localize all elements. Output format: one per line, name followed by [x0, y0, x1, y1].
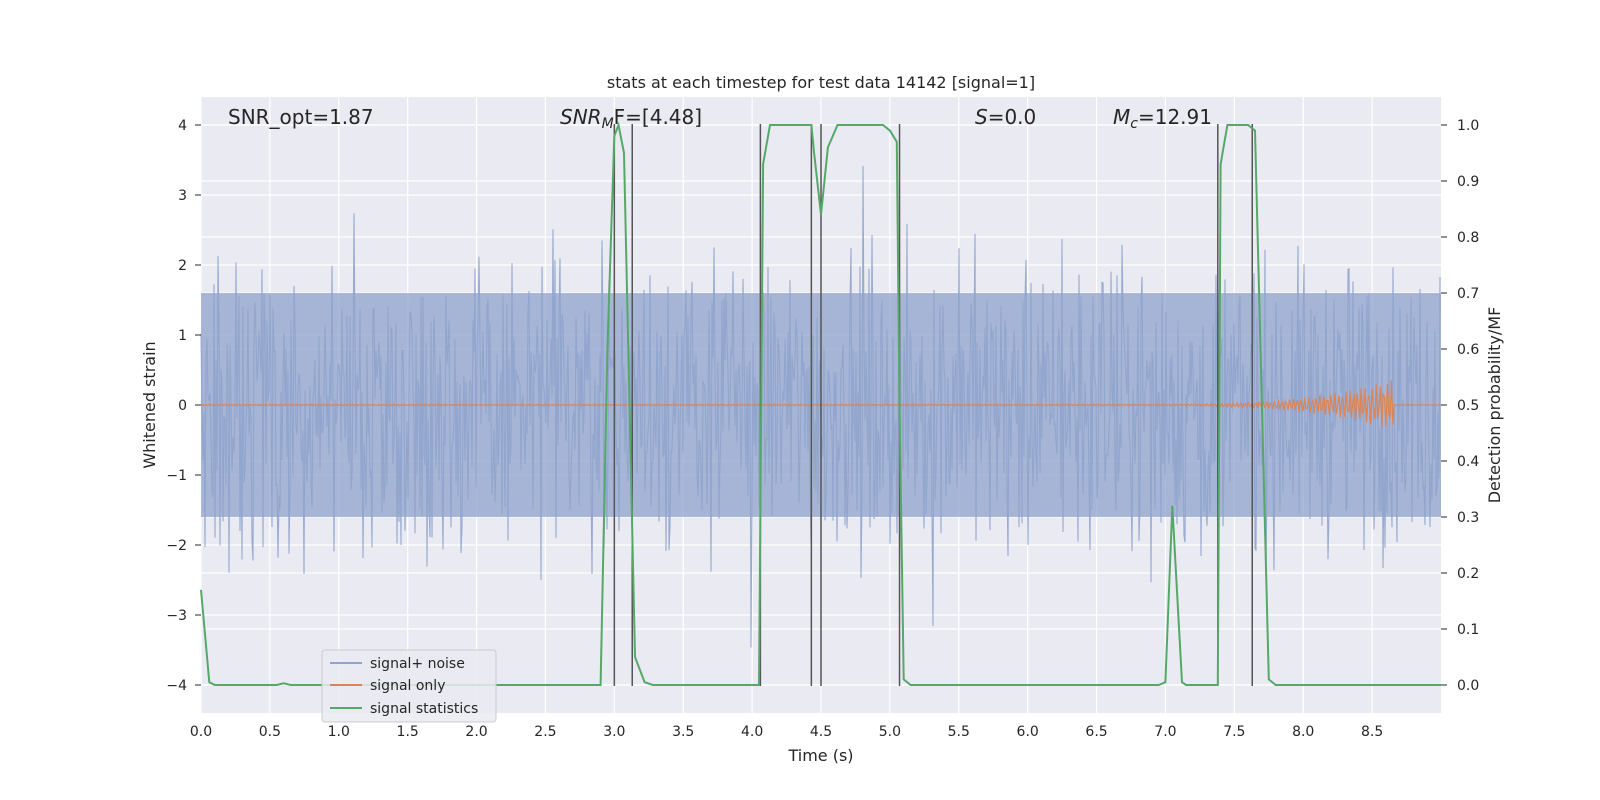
x-tick-label: 1.0: [328, 724, 350, 740]
x-tick-label: 3.5: [672, 724, 694, 740]
y-right-tick-label: 1.0: [1457, 118, 1479, 134]
x-tick-label: 8.5: [1361, 724, 1383, 740]
signal-statistics-series: [200, 121, 1441, 686]
legend-box: [321, 649, 497, 723]
vertical-markers: [613, 124, 1253, 686]
legend-label-noise: signal+ noise: [370, 656, 465, 672]
x-tick-label: 5.0: [879, 724, 901, 740]
y-left-tick-label: −4: [166, 678, 187, 694]
y-right-tick-label: 0.7: [1457, 286, 1479, 302]
y-right-tick-label: 0.1: [1457, 622, 1479, 638]
x-tick-label: 4.0: [741, 724, 763, 740]
x-tick-label: 7.0: [1154, 724, 1176, 740]
x-tick-label: 6.5: [1085, 724, 1107, 740]
y-left-tick-label: 3: [178, 188, 187, 204]
y-right-tick-label: 0.8: [1457, 230, 1479, 246]
x-tick-label: 3.0: [603, 724, 625, 740]
annotation-snr-opt: SNR_opt=1.87: [228, 105, 374, 129]
y-left-tick-label: −1: [166, 468, 187, 484]
axis-ticks: 0.0 0.5 1.0 1.5 2.0 2.5 3.0 3.5 4.0 4.5 5.0 5.5 6.0 6…: [166, 118, 1479, 740]
y-right-tick-label: 0.5: [1457, 398, 1479, 414]
y-left-tick-label: −2: [166, 538, 187, 554]
y-left-tick-label: 2: [178, 258, 187, 274]
annotation-mc: Mc=12.91: [1113, 105, 1212, 132]
x-tick-label: 2.5: [534, 724, 556, 740]
y-left-tick-label: 4: [178, 118, 187, 134]
legend-label-signal: signal only: [370, 678, 445, 694]
y-axis-right-label: Detection probability/MF: [1485, 307, 1504, 504]
annotation-snr-mf: SNRMF=[4.48]: [560, 105, 702, 132]
y-right-tick-label: 0.2: [1457, 566, 1479, 582]
y-right-tick-label: 0.9: [1457, 174, 1479, 190]
y-right-tick-label: 0.3: [1457, 510, 1479, 526]
x-tick-label: 5.5: [948, 724, 970, 740]
annotation-s: S=0.0: [975, 105, 1036, 129]
y-axis-left-label: Whitened strain: [140, 341, 159, 468]
y-right-tick-label: 0.6: [1457, 342, 1479, 358]
x-tick-label: 6.0: [1017, 724, 1039, 740]
y-left-tick-label: −3: [166, 608, 187, 624]
signal-statistics-line: [200, 121, 1441, 686]
x-axis-label: Time (s): [787, 746, 853, 765]
x-tick-label: 7.5: [1223, 724, 1245, 740]
y-right-tick-label: 0.4: [1457, 454, 1479, 470]
y-left-tick-label: 1: [178, 328, 187, 344]
x-tick-label: 1.5: [397, 724, 419, 740]
x-tick-label: 8.0: [1292, 724, 1314, 740]
x-tick-label: 4.5: [810, 724, 832, 740]
legend: signal+ noise signal only signal statist…: [321, 649, 497, 723]
y-right-tick-label: 0.0: [1457, 678, 1479, 694]
y-left-tick-label: 0: [178, 398, 187, 414]
x-tick-label: 2.0: [465, 724, 487, 740]
x-tick-label: 0.0: [190, 724, 212, 740]
x-tick-label: 0.5: [259, 724, 281, 740]
chart-title: stats at each timestep for test data 141…: [607, 73, 1035, 92]
legend-label-stats: signal statistics: [370, 701, 478, 717]
